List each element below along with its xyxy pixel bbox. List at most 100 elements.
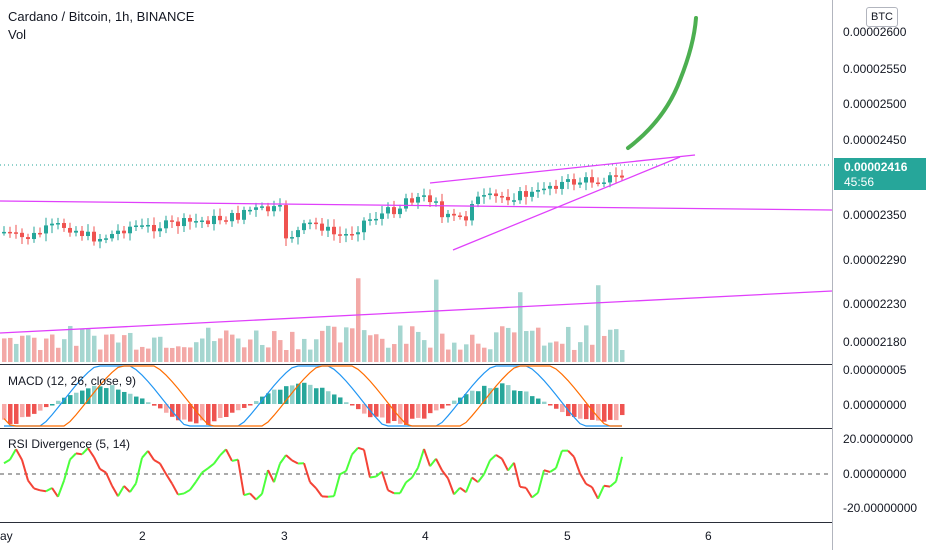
candle-body [266, 206, 270, 212]
volume-bar [224, 330, 229, 362]
candle-body [56, 223, 60, 225]
volume-bar [74, 345, 79, 362]
macd-histogram-bar [320, 387, 325, 404]
price-tick-label: 0.00002600 [843, 25, 907, 39]
candle-body [140, 225, 144, 227]
volume-bar [62, 339, 67, 362]
candle-body [548, 185, 552, 189]
rsi-line [3, 446, 623, 501]
rsi-segment [549, 467, 557, 473]
macd-histogram-bar [290, 385, 295, 404]
macd-histogram-bar [176, 404, 181, 421]
macd-histogram-bar [326, 391, 331, 404]
volume-bar [194, 342, 199, 362]
volume-bar [254, 330, 259, 362]
candle-body [332, 226, 336, 235]
macd-histogram-bar [146, 402, 151, 404]
macd-histogram-bar [314, 388, 319, 404]
volume-label: Vol [8, 27, 27, 42]
macd-histogram-bar [434, 404, 439, 411]
macd-histogram-bar [32, 404, 37, 414]
macd-histogram-bar [230, 404, 235, 413]
horizontal-trendline[interactable] [0, 200, 833, 211]
macd-histogram-bar [464, 394, 469, 404]
volume-bar [146, 348, 151, 362]
macd-histogram-bar [422, 404, 427, 419]
candle-body [164, 220, 168, 229]
volume-bar [530, 330, 535, 362]
rsi-segment [225, 448, 233, 462]
rsi-segment [93, 456, 101, 470]
macd-histogram-bar [608, 404, 613, 420]
candle-body [92, 231, 96, 242]
candle-body [512, 200, 516, 202]
candle-body [494, 193, 498, 197]
rsi-segment [579, 472, 587, 485]
volume-bar [566, 326, 571, 362]
time-tick-label: 6 [705, 529, 712, 543]
macd-histogram-bar [242, 404, 247, 408]
macd-histogram-bar [332, 394, 337, 404]
candle-countdown: 45:56 [844, 175, 875, 189]
candle-body [578, 182, 582, 185]
macd-histogram-bar [86, 388, 91, 404]
rsi-segment [519, 485, 527, 489]
rsi-segment [537, 469, 545, 494]
volume-bar [110, 334, 115, 362]
macd-label: MACD (12, 26, close, 9) [8, 374, 137, 388]
wedge-upper-trendline[interactable] [429, 154, 696, 184]
volume-bar [176, 346, 181, 362]
volume-bar [452, 342, 457, 362]
rsi-segment [507, 462, 515, 472]
macd-histogram-bar [68, 395, 73, 404]
rsi-segment [441, 469, 449, 480]
macd-histogram [2, 382, 625, 425]
rsi-segment [303, 462, 311, 483]
macd-histogram-bar [182, 404, 187, 420]
rsi-segment [609, 480, 617, 488]
rsi-segment [309, 481, 317, 489]
macd-histogram-bar [200, 404, 205, 421]
candle-body [422, 195, 426, 197]
volume-bar [536, 327, 541, 362]
macd-histogram-bar [14, 404, 19, 424]
volume-bar [68, 325, 73, 362]
volume-bar [554, 341, 559, 362]
macd-histogram-bar [362, 404, 367, 414]
projection-arrow-curve[interactable] [626, 16, 698, 150]
candle-body [440, 201, 444, 218]
macd-histogram-bar [488, 388, 493, 404]
candle-body [362, 220, 366, 233]
volume-bar [152, 337, 157, 362]
macd-histogram-bar [194, 404, 199, 424]
macd-histogram-bar [428, 404, 433, 414]
rsi-segment [273, 463, 281, 483]
macd-histogram-bar [296, 383, 301, 404]
macd-histogram-bar [8, 404, 13, 425]
volume-bar [320, 330, 325, 362]
currency-badge[interactable]: BTC [866, 7, 898, 27]
volume-bar [446, 349, 451, 362]
volume-bar [500, 326, 505, 362]
candle-body [566, 179, 570, 182]
macd-histogram-bar [542, 401, 547, 404]
rsi-segment [375, 470, 383, 478]
volume-bar [614, 329, 619, 362]
volume-bar [218, 338, 223, 362]
rsi-segment [315, 487, 323, 497]
macd-histogram-bar [560, 404, 565, 413]
macd-histogram-bar [446, 404, 451, 406]
macd-histogram-bar [380, 404, 385, 418]
rsi-segment [213, 454, 221, 465]
candle-body [74, 230, 78, 233]
volume-bar [380, 338, 385, 362]
macd-tick-label: 0.00000005 [843, 363, 907, 377]
volume-bar [404, 343, 409, 362]
macd-histogram-bar [404, 404, 409, 425]
time-tick-label: ay [0, 529, 13, 543]
wedge-lower-trendline[interactable] [452, 156, 681, 251]
rsi-segment [21, 459, 29, 481]
volume-trendline[interactable] [0, 290, 833, 334]
rsi-segment [363, 449, 371, 478]
